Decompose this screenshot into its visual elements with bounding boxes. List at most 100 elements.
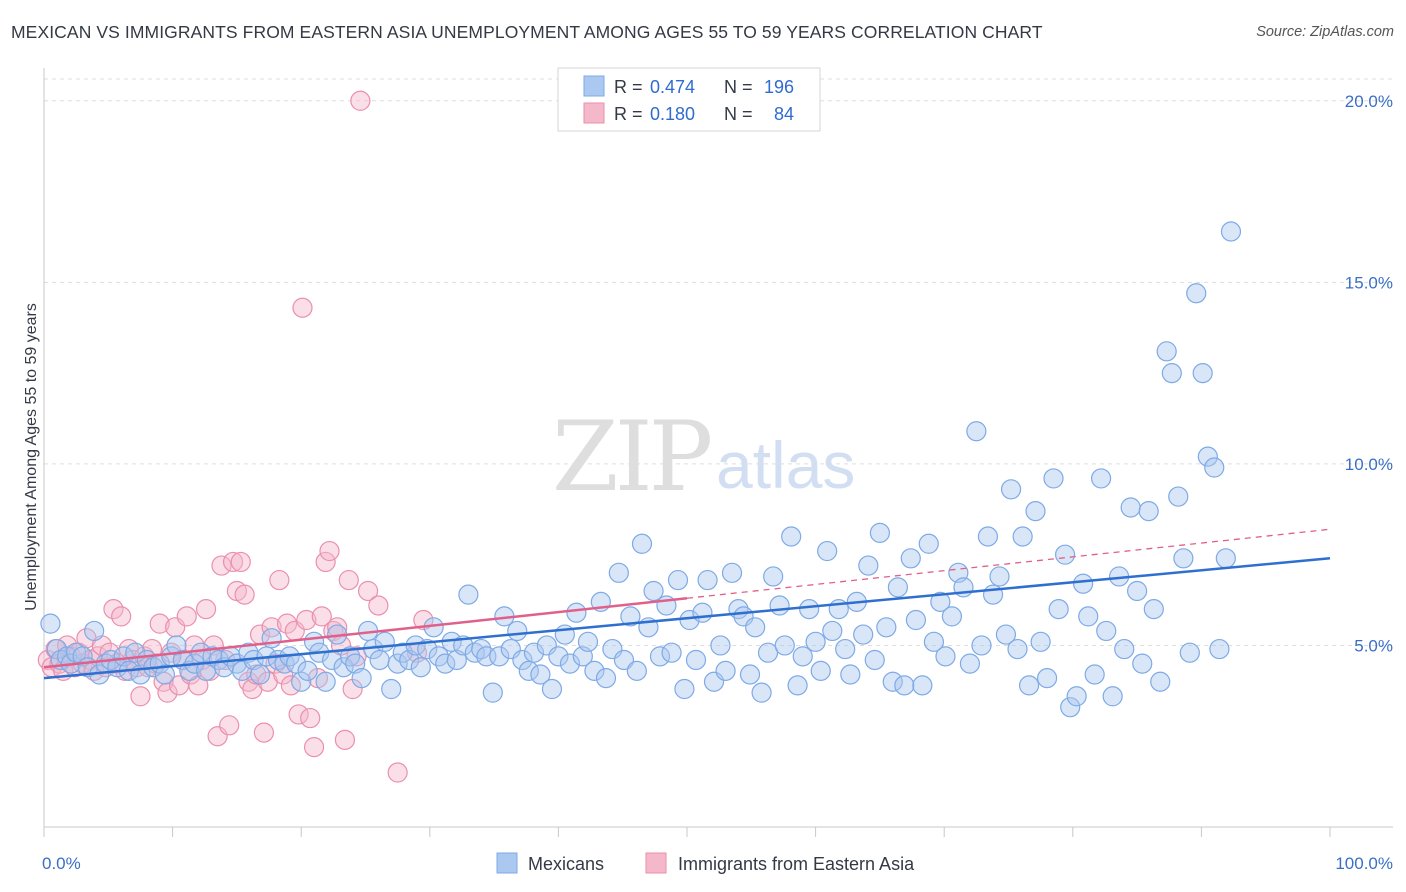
mexicans-point [1186, 283, 1207, 304]
eastern-asia-point [292, 297, 313, 318]
eastern-asia-point [253, 722, 275, 743]
eastern-asia-point [334, 729, 356, 750]
mexicans-point [1197, 446, 1218, 467]
mexicans-point [274, 653, 295, 674]
mexicans-point [1043, 468, 1064, 489]
legend-r-label-mexicans: R = [614, 77, 643, 97]
eastern-asia-point [219, 715, 240, 736]
mexicans-point [971, 635, 992, 656]
legend-n-value-mexicans: 196 [764, 77, 794, 97]
mexicans-point [918, 533, 939, 554]
mexicans-point [739, 664, 761, 685]
mexicans-point [291, 671, 312, 692]
eastern-asia-point [195, 599, 217, 620]
mexicans-point [774, 635, 795, 656]
eastern-asia-point [103, 599, 124, 620]
mexicans-point [1204, 457, 1225, 478]
axes [43, 68, 1393, 828]
eastern-asia-point [288, 704, 309, 725]
eastern-asia-point [211, 555, 232, 576]
mexicans-trend-line [43, 557, 1331, 680]
eastern-asia-point [315, 551, 336, 573]
mexicans-point [643, 580, 664, 602]
mexicans-point [1048, 599, 1069, 620]
y-tick-label: 10.0% [1345, 455, 1393, 474]
mexicans-point [1138, 500, 1159, 522]
eastern-asia-point [296, 609, 317, 631]
mexicans-point [66, 642, 87, 663]
mexicans-point [810, 660, 831, 681]
x-tick-label-max: 100.0% [1335, 854, 1393, 873]
mexicans-point [333, 657, 354, 678]
eastern-asia-point [350, 90, 371, 111]
mexicans-point [905, 609, 927, 631]
mexicans-point [667, 569, 689, 591]
mexicans-point [1102, 686, 1123, 707]
legend-swatch-eastern-asia [583, 102, 605, 124]
mexicans-point [930, 591, 951, 612]
mexicans-point [1060, 697, 1081, 718]
bottom-legend-swatch-mexicans [496, 852, 518, 874]
mexicans-point [1126, 580, 1148, 602]
eastern-asia-point [234, 584, 255, 605]
mexicans-point [613, 649, 635, 671]
y-tick-labels: 5.0% 10.0% 15.0% 20.0% [1345, 92, 1393, 656]
mexicans-point [894, 675, 915, 696]
legend: R = 0.474 N = 196 R = 0.180 N = 84 [557, 67, 821, 132]
watermark-zip: ZIP [552, 401, 711, 513]
mexicans-point [959, 653, 981, 674]
mexicans-point [1220, 221, 1242, 242]
mexicans-point [876, 617, 897, 638]
mexicans-point [977, 526, 999, 547]
mexicans-point [261, 628, 282, 649]
mexicans-point [1143, 599, 1164, 620]
mexicans-point [548, 646, 569, 667]
eastern-asia-point [311, 606, 332, 627]
mexicans-point [620, 606, 641, 627]
mexicans-point [1132, 653, 1153, 674]
legend-n-label-eastern-asia: N = [724, 104, 753, 124]
eastern-asia-point [387, 762, 408, 783]
mexicans-point [900, 548, 921, 569]
mexicans-point [763, 566, 784, 587]
mexicans-point [530, 664, 551, 685]
mexicans-point [1179, 642, 1200, 663]
mexicans-point [869, 522, 891, 543]
mexicans-point [523, 642, 545, 663]
y-tick-label: 15.0% [1345, 273, 1393, 292]
mexicans-point [72, 646, 93, 667]
mexicans-point [1120, 497, 1141, 518]
mexicans-point [1036, 668, 1058, 689]
mexicans-point [792, 646, 813, 667]
eastern-asia-point [222, 551, 244, 573]
eastern-asia-point [149, 613, 170, 634]
mexicans-point [464, 642, 485, 663]
mexicans-point [1156, 341, 1177, 362]
mexicans-point [1000, 479, 1022, 500]
mexicans-point [674, 678, 695, 700]
y-tick-label: 20.0% [1345, 92, 1393, 111]
mexicans-point [781, 526, 802, 547]
mexicans-point [595, 668, 617, 689]
mexicans-point [381, 678, 402, 700]
mexicans-point [649, 646, 671, 667]
mexicans-point [489, 646, 510, 667]
mexicans-point [507, 620, 528, 642]
eastern-asia-point [303, 737, 325, 758]
mexicans-point [1161, 363, 1182, 384]
mexicans-point [858, 555, 879, 576]
eastern-asia-trend-extension [686, 528, 1331, 599]
mexicans-point [799, 599, 820, 620]
mexicans-point [559, 653, 581, 674]
eastern-asia-point [300, 707, 321, 729]
eastern-asia-trend-line [43, 596, 688, 669]
mexicans-point [374, 631, 395, 652]
mexicans-point [369, 649, 390, 671]
mexicans-point [410, 657, 431, 678]
mexicans-point [1084, 664, 1105, 685]
mexicans-point [1066, 686, 1087, 707]
mexicans-point [787, 675, 808, 696]
mexicans-point [40, 613, 61, 634]
mexicans-point [1215, 548, 1236, 569]
